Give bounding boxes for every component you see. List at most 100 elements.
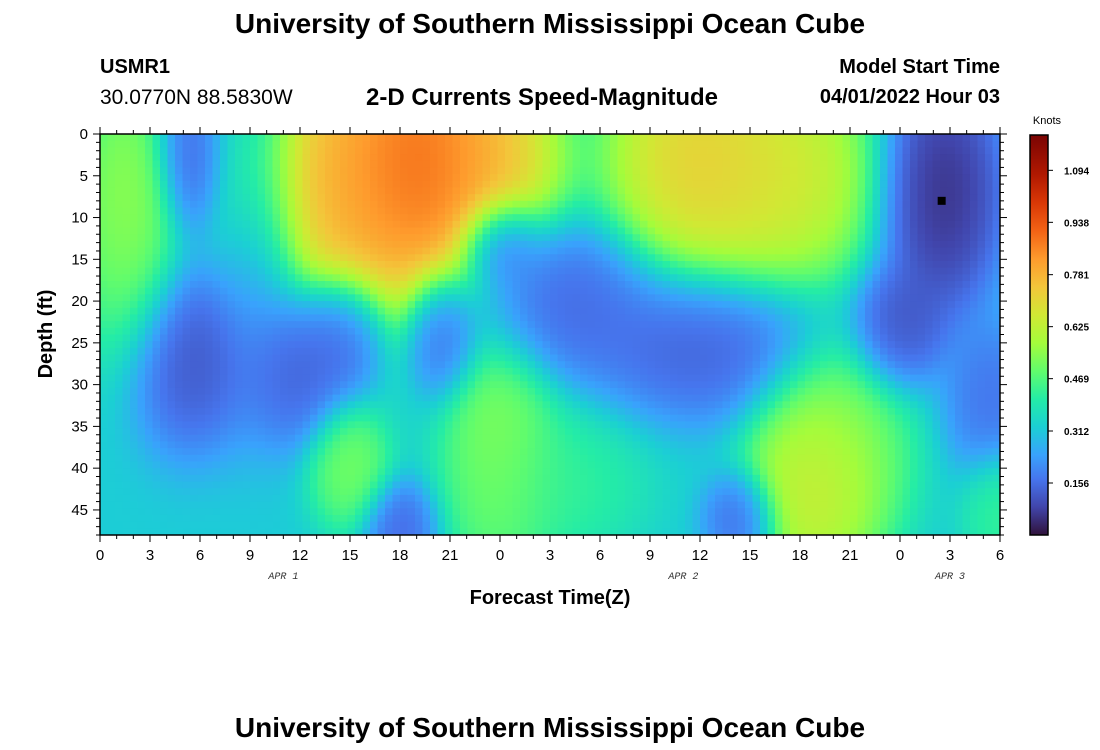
heat-cell: [850, 321, 859, 329]
heat-cell: [130, 214, 139, 222]
heat-cell: [122, 174, 131, 182]
heat-cell: [542, 180, 551, 189]
heat-cell: [430, 367, 439, 376]
heat-cell: [257, 187, 266, 195]
heat-cell: [152, 287, 161, 295]
heat-cell: [235, 234, 244, 242]
heat-cell: [565, 207, 574, 215]
heat-cell: [400, 260, 409, 269]
heat-cell: [370, 180, 379, 189]
heat-cell: [167, 134, 176, 142]
heat-cell: [685, 174, 694, 182]
heat-cell: [872, 301, 881, 309]
heat-cell: [677, 234, 686, 242]
heat-cell: [407, 160, 416, 169]
heat-cell: [235, 394, 244, 402]
heat-cell: [257, 307, 266, 316]
heat-cell: [895, 194, 904, 202]
heat-cell: [632, 408, 641, 416]
heat-cell: [617, 147, 626, 155]
heat-cell: [985, 381, 994, 389]
heat-cell: [280, 254, 289, 262]
heat-cell: [265, 214, 274, 222]
heat-cell: [317, 154, 326, 162]
heat-cell: [580, 334, 589, 342]
heat-cell: [535, 207, 544, 215]
heat-cell: [422, 267, 431, 275]
heat-cell: [820, 267, 829, 275]
heat-cell: [115, 374, 124, 382]
heat-cell: [610, 408, 619, 416]
heat-cell: [227, 321, 236, 329]
heat-cell: [700, 234, 709, 242]
heat-cell: [692, 220, 701, 229]
heat-cell: [932, 180, 941, 189]
heat-cell: [175, 361, 184, 369]
heat-cell: [100, 160, 109, 169]
heat-cell: [527, 247, 536, 255]
heat-cell: [805, 207, 814, 215]
heat-cell: [587, 307, 596, 316]
heat-cell: [280, 274, 289, 282]
heat-cell: [272, 180, 281, 189]
heat-cell: [730, 301, 739, 309]
heat-cell: [115, 307, 124, 316]
heat-cell: [242, 214, 251, 222]
heat-cell: [197, 367, 206, 376]
heat-cell: [460, 287, 469, 295]
heat-cell: [887, 301, 896, 309]
heat-cell: [827, 314, 836, 322]
heat-cell: [107, 408, 116, 416]
heat-cell: [100, 140, 109, 148]
heat-cell: [572, 260, 581, 269]
heat-cell: [655, 167, 664, 175]
heat-cell: [527, 287, 536, 295]
heat-cell: [400, 274, 409, 282]
heat-cell: [467, 160, 476, 169]
heat-cell: [430, 234, 439, 242]
heat-cell: [910, 274, 919, 282]
heat-cell: [940, 214, 949, 222]
heat-cell: [640, 327, 649, 336]
heat-cell: [205, 227, 214, 235]
heat-cell: [752, 327, 761, 336]
heat-cell: [160, 307, 169, 316]
heat-cell: [587, 200, 596, 209]
heat-cell: [122, 220, 131, 229]
heat-cell: [737, 287, 746, 295]
heat-cell: [257, 260, 266, 269]
heat-cell: [302, 167, 311, 175]
heat-cell: [820, 260, 829, 269]
heat-cell: [490, 267, 499, 275]
heat-cell: [745, 207, 754, 215]
heat-cell: [242, 240, 251, 249]
heat-cell: [550, 267, 559, 275]
heat-cell: [857, 287, 866, 295]
heat-cell: [407, 321, 416, 329]
heat-cell: [452, 374, 461, 382]
heat-cell: [805, 294, 814, 302]
heat-cell: [355, 274, 364, 282]
heat-cell: [550, 214, 559, 222]
heat-cell: [962, 247, 971, 255]
heat-cell: [955, 274, 964, 282]
heat-cell: [250, 354, 259, 362]
heat-cell: [145, 367, 154, 376]
heat-cell: [100, 361, 109, 369]
heat-cell: [917, 314, 926, 322]
heat-cell: [437, 321, 446, 329]
heat-cell: [175, 180, 184, 189]
heat-cell: [917, 234, 926, 242]
heat-cell: [265, 234, 274, 242]
heat-cell: [445, 341, 454, 349]
heat-cell: [167, 227, 176, 235]
heat-cell: [857, 194, 866, 202]
heat-cell: [782, 334, 791, 342]
heat-cell: [857, 240, 866, 249]
heat-cell: [542, 294, 551, 302]
heat-cell: [460, 147, 469, 155]
heat-cell: [962, 361, 971, 369]
heat-cell: [632, 267, 641, 275]
heat-cell: [512, 321, 521, 329]
heat-cell: [685, 301, 694, 309]
